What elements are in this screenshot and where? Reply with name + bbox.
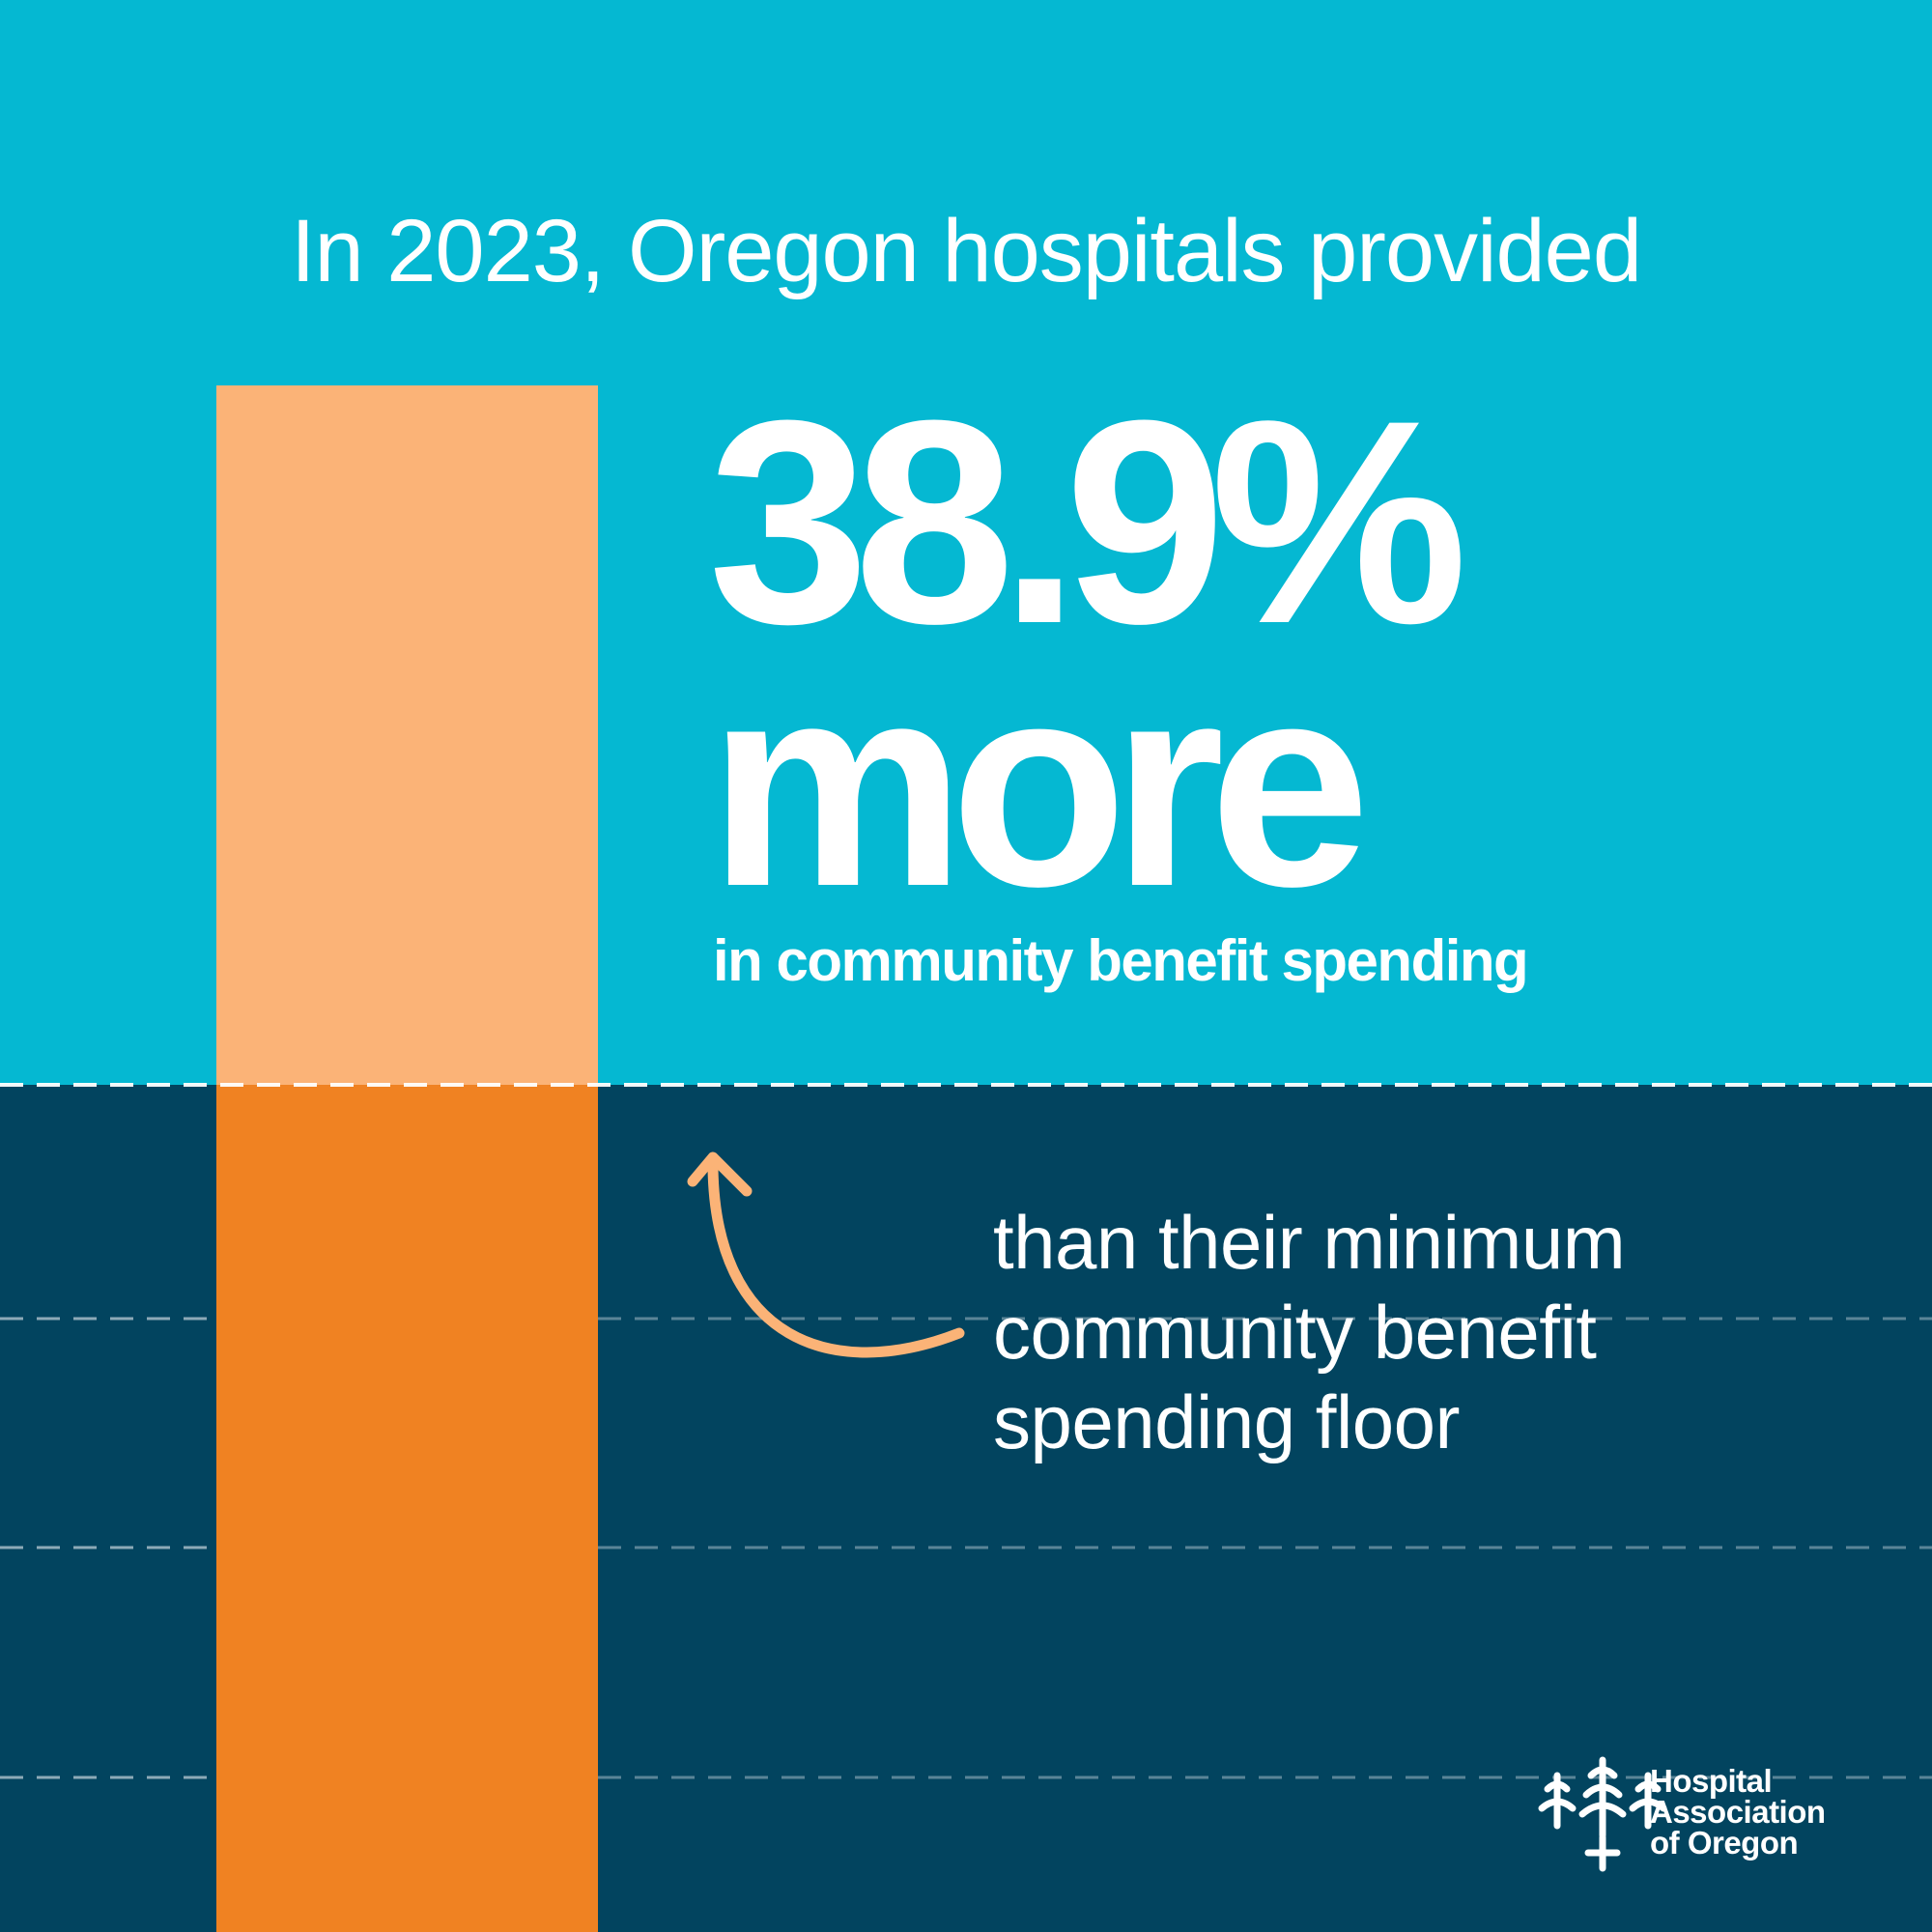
tree-cross-logo-icon bbox=[1538, 1756, 1667, 1872]
bar-upper-segment bbox=[216, 385, 598, 1085]
logo-line-3: of Oregon bbox=[1650, 1825, 1799, 1861]
stat-word: more bbox=[708, 622, 1371, 947]
comparison-line-3: spending floor bbox=[993, 1379, 1461, 1464]
curved-up-arrow-icon bbox=[687, 1151, 965, 1358]
headline: In 2023, Oregon hospitals provided bbox=[290, 202, 1642, 300]
comparison-text: than their minimum community benefit spe… bbox=[993, 1198, 1626, 1467]
comparison-line-1: than their minimum bbox=[993, 1200, 1626, 1285]
stat-subline: in community benefit spending bbox=[713, 928, 1529, 993]
bar-lower-segment bbox=[216, 1085, 598, 1932]
comparison-line-2: community benefit bbox=[993, 1290, 1597, 1375]
logo-line-2: Association bbox=[1650, 1794, 1826, 1830]
logo-line-1: Hospital bbox=[1650, 1763, 1773, 1799]
stat-value: 38.9% bbox=[708, 359, 1468, 684]
logo-wordmark: Hospital Association of Oregon bbox=[1650, 1763, 1826, 1861]
